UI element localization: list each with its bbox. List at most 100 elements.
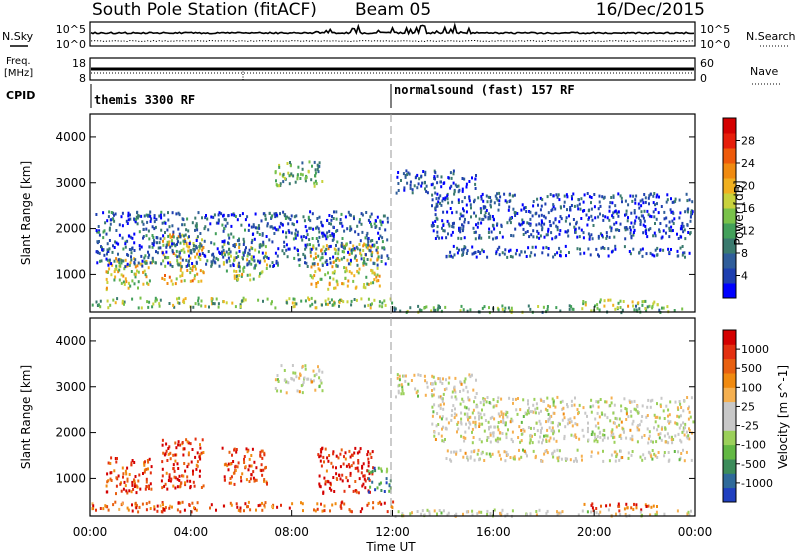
range-cell xyxy=(516,212,519,215)
range-cell xyxy=(614,228,617,232)
range-cell xyxy=(187,453,190,457)
range-cell xyxy=(543,235,546,239)
range-cell xyxy=(663,434,666,438)
range-cell xyxy=(194,216,197,220)
range-cell xyxy=(147,305,150,309)
range-cell xyxy=(187,462,190,466)
range-cell xyxy=(311,262,314,266)
range-cell xyxy=(544,450,547,453)
range-cell xyxy=(613,222,616,226)
range-cell xyxy=(175,212,178,216)
range-cell xyxy=(386,216,389,220)
range-cell xyxy=(355,298,358,302)
range-cell xyxy=(658,436,661,440)
range-cell xyxy=(222,213,225,217)
range-cell xyxy=(603,436,606,440)
range-cell xyxy=(261,251,264,255)
range-cell xyxy=(470,450,473,454)
range-cell xyxy=(438,236,441,240)
range-cell xyxy=(645,252,648,256)
range-cell xyxy=(487,436,490,439)
range-cell xyxy=(504,248,507,252)
range-cell xyxy=(454,407,456,411)
range-cell xyxy=(353,217,355,221)
range-cell xyxy=(420,512,423,516)
range-cell xyxy=(288,247,291,251)
range-cell xyxy=(169,263,172,267)
range-cell xyxy=(545,233,548,237)
range-cell xyxy=(528,210,531,213)
range-cell xyxy=(645,415,648,419)
range-cell xyxy=(200,304,203,308)
range-cell xyxy=(158,304,161,308)
range-cell xyxy=(479,251,482,254)
range-cell xyxy=(381,301,384,305)
range-cell xyxy=(181,441,184,444)
range-cell xyxy=(127,211,130,215)
range-cell xyxy=(343,489,346,493)
range-cell xyxy=(348,465,351,469)
range-cell xyxy=(648,214,651,218)
range-cell xyxy=(275,179,277,183)
range-cell xyxy=(399,309,402,313)
range-cell xyxy=(674,434,677,438)
range-cell xyxy=(117,242,120,246)
range-cell xyxy=(453,386,455,390)
range-cell xyxy=(167,256,170,259)
range-cell xyxy=(635,506,638,510)
x-tick-label: 16:00 xyxy=(476,525,511,539)
range-cell xyxy=(624,407,627,410)
range-cell xyxy=(627,216,629,220)
range-cell xyxy=(596,435,599,439)
range-cell xyxy=(156,509,159,513)
range-cell xyxy=(309,250,312,254)
range-cell xyxy=(328,229,331,233)
range-cell xyxy=(194,265,197,269)
range-cell xyxy=(652,302,655,306)
range-cell xyxy=(562,412,565,416)
range-cell xyxy=(650,439,653,443)
range-cell xyxy=(503,192,506,196)
range-cell xyxy=(552,403,555,407)
range-cell xyxy=(115,229,118,232)
range-cell xyxy=(685,192,688,196)
range-cell xyxy=(639,220,642,224)
range-cell xyxy=(153,239,155,243)
range-cell xyxy=(270,302,273,306)
range-cell xyxy=(491,431,494,435)
range-cell xyxy=(192,472,194,476)
range-cell xyxy=(195,239,198,242)
range-cell xyxy=(318,376,321,380)
range-cell xyxy=(499,195,502,199)
range-cell xyxy=(529,254,532,258)
range-cell xyxy=(552,194,555,198)
range-cell xyxy=(552,437,555,441)
range-cell xyxy=(201,252,204,255)
range-cell xyxy=(255,478,258,482)
range-cell xyxy=(624,512,627,516)
range-cell xyxy=(350,303,353,307)
range-cell xyxy=(123,302,125,306)
range-cell xyxy=(355,258,358,262)
freq-unit-label: [MHz] xyxy=(4,68,33,79)
range-cell xyxy=(321,303,323,307)
range-cell xyxy=(283,369,286,372)
range-cell xyxy=(363,477,366,481)
range-cell xyxy=(453,450,456,454)
range-cell xyxy=(343,455,345,459)
range-cell xyxy=(446,449,449,453)
range-cell xyxy=(161,438,164,442)
range-cell xyxy=(147,229,150,233)
range-cell xyxy=(162,507,165,511)
range-cell xyxy=(655,217,658,221)
range-cell xyxy=(416,173,419,177)
range-cell xyxy=(335,472,338,476)
range-cell xyxy=(195,467,198,471)
range-cell xyxy=(215,508,217,512)
range-cell xyxy=(132,487,135,491)
range-cell xyxy=(681,253,684,257)
range-cell xyxy=(309,304,312,308)
range-cell xyxy=(171,282,174,286)
range-cell xyxy=(306,265,309,268)
range-cell xyxy=(612,211,615,215)
